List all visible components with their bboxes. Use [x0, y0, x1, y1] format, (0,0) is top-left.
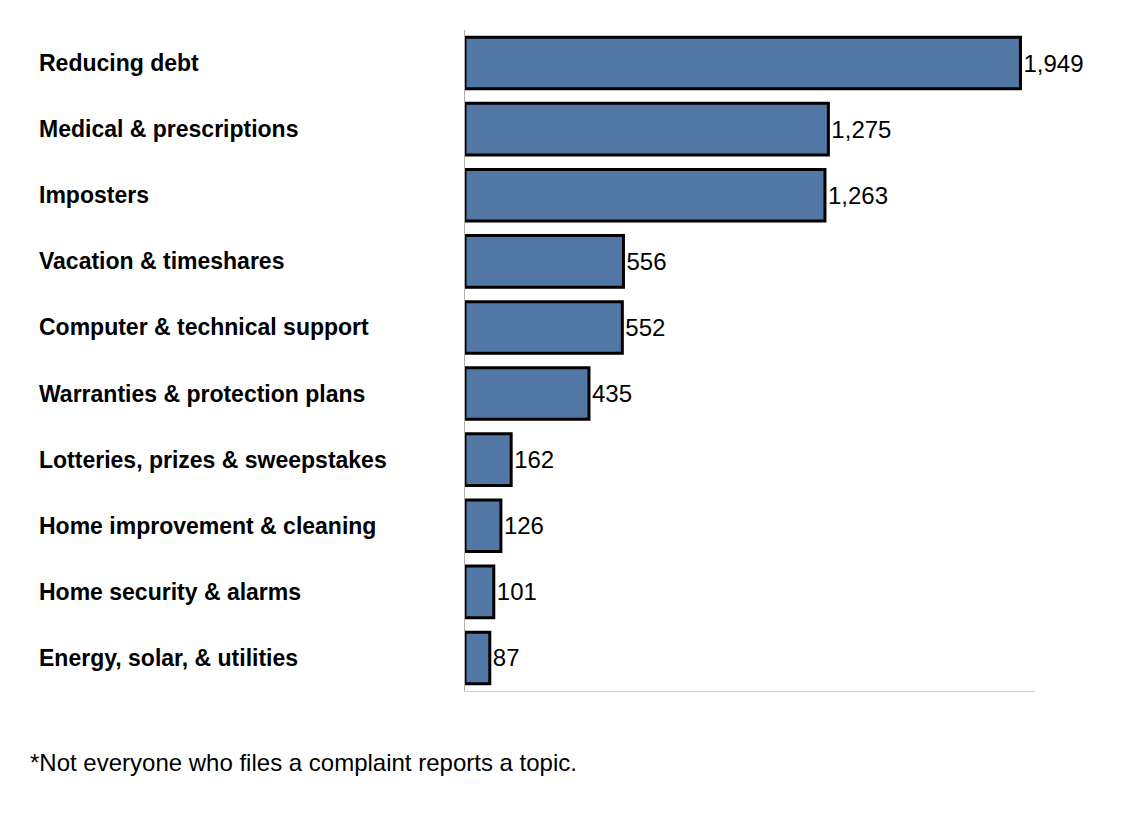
svg-text:Computer & technical support: Computer & technical support [39, 314, 369, 340]
svg-text:*Not everyone who files a comp: *Not everyone who files a complaint repo… [30, 749, 577, 776]
svg-text:Home security & alarms: Home security & alarms [39, 579, 301, 605]
svg-text:87: 87 [493, 644, 520, 671]
svg-text:Reducing debt: Reducing debt [39, 50, 199, 76]
svg-text:435: 435 [592, 380, 632, 407]
svg-text:Vacation & timeshares: Vacation & timeshares [39, 248, 284, 274]
svg-text:Energy, solar, & utilities: Energy, solar, & utilities [39, 645, 298, 671]
svg-text:Lotteries, prizes & sweepstake: Lotteries, prizes & sweepstakes [39, 447, 387, 473]
svg-text:Home improvement & cleaning: Home improvement & cleaning [39, 513, 376, 539]
svg-text:556: 556 [626, 248, 666, 275]
svg-text:1,275: 1,275 [831, 116, 891, 143]
svg-text:162: 162 [514, 446, 554, 473]
svg-text:Warranties & protection plans: Warranties & protection plans [39, 381, 365, 407]
svg-text:1,263: 1,263 [828, 182, 888, 209]
svg-text:1,949: 1,949 [1023, 50, 1083, 77]
svg-text:Imposters: Imposters [39, 182, 149, 208]
svg-text:Medical & prescriptions: Medical & prescriptions [39, 116, 298, 142]
svg-text:126: 126 [504, 512, 544, 539]
svg-text:101: 101 [497, 578, 537, 605]
svg-text:552: 552 [625, 314, 665, 341]
